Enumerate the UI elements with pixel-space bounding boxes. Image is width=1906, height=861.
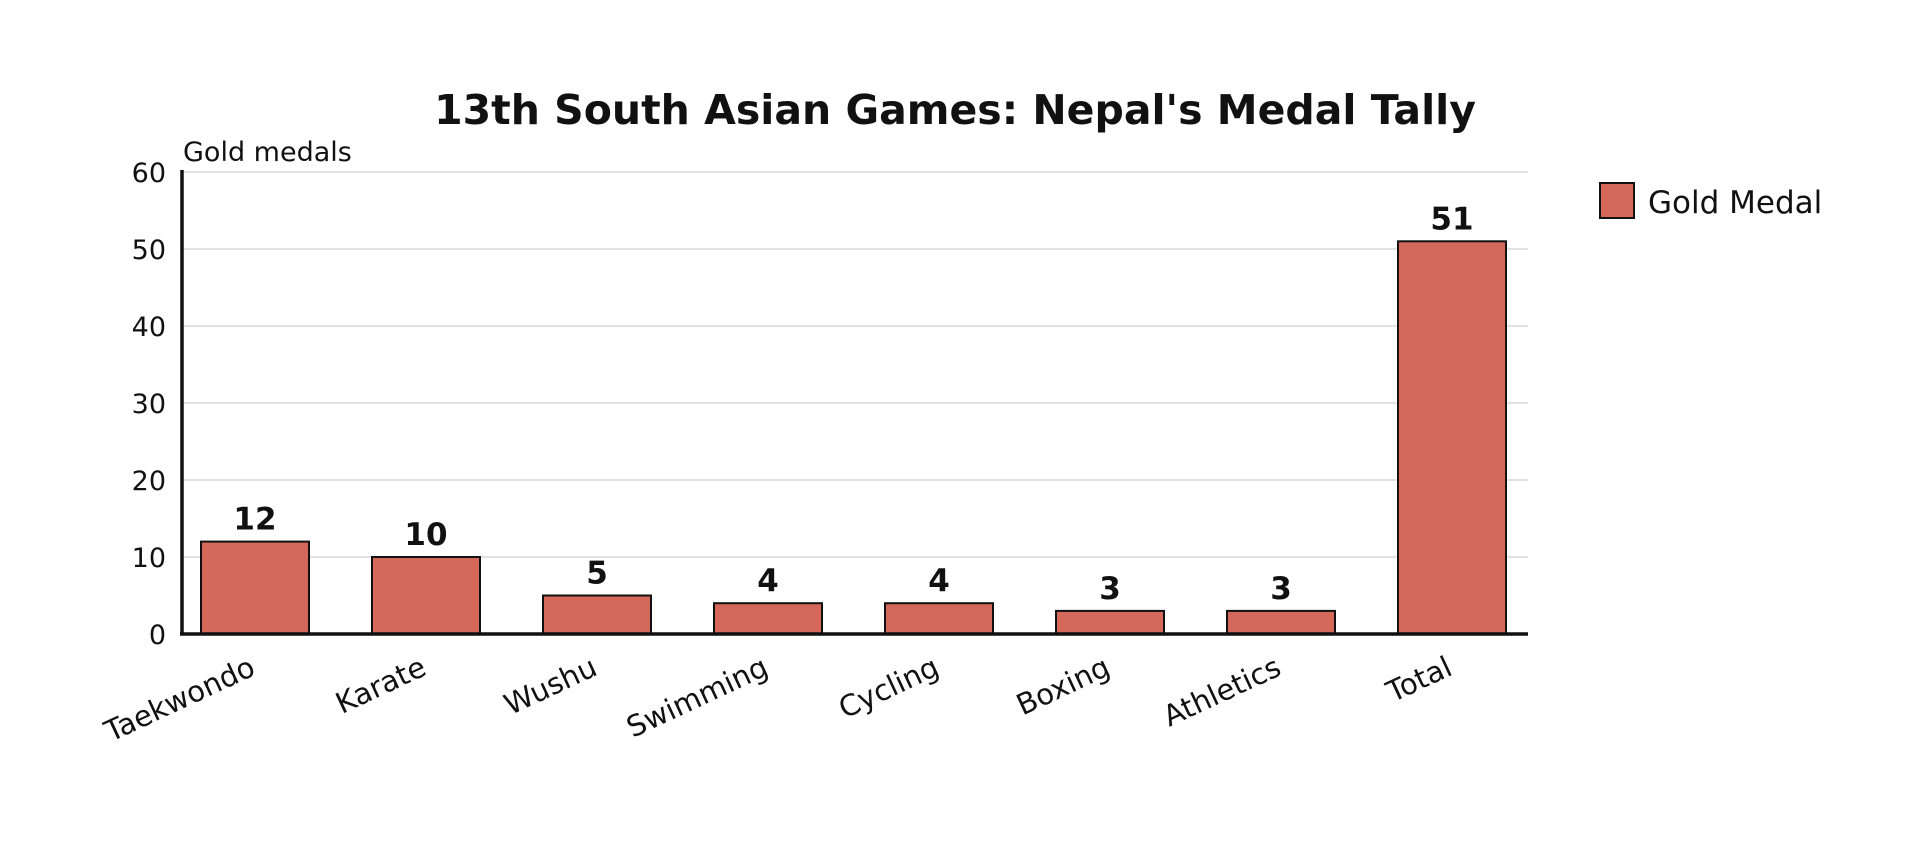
x-tick-label: Taekwondo xyxy=(98,650,259,749)
bar xyxy=(884,602,994,636)
data-label: 12 xyxy=(233,502,276,538)
data-label: 5 xyxy=(586,556,608,592)
x-tick-label: Cycling xyxy=(833,650,944,726)
y-tick-label: 60 xyxy=(132,158,166,189)
x-tick-label: Karate xyxy=(330,650,431,721)
data-label: 4 xyxy=(928,563,950,599)
y-tick-label: 10 xyxy=(132,543,166,574)
chart-title: 13th South Asian Games: Nepal's Medal Ta… xyxy=(434,86,1476,134)
y-axis-label: Gold medals xyxy=(183,137,352,168)
x-tick-label: Total xyxy=(1380,650,1457,710)
legend: Gold Medal xyxy=(1599,182,1822,221)
x-tick-label: Boxing xyxy=(1011,650,1115,723)
bar xyxy=(1226,609,1336,636)
y-tick-label: 30 xyxy=(132,389,166,420)
gridlines xyxy=(182,171,1528,558)
data-label: 4 xyxy=(757,563,779,599)
bar xyxy=(542,594,652,635)
y-tick-label: 50 xyxy=(132,235,166,266)
y-tick-label: 20 xyxy=(132,466,166,497)
x-axis-ticks: Taekwondo Karate Wushu Swimming Cycling Boxin… xyxy=(98,650,1456,749)
legend-swatch xyxy=(1599,182,1635,219)
data-label: 10 xyxy=(404,517,447,553)
bar xyxy=(1055,609,1165,636)
bar xyxy=(371,556,481,635)
data-label: 3 xyxy=(1099,571,1121,607)
value-labels: 12 10 5 4 4 3 3 51 xyxy=(233,201,1473,607)
x-tick-label: Swimming xyxy=(621,650,773,745)
y-tick-label: 0 xyxy=(149,620,166,651)
bars xyxy=(200,240,1507,636)
data-label: 3 xyxy=(1270,571,1292,607)
y-axis-ticks: 0 10 20 30 40 50 60 xyxy=(132,158,166,651)
bar xyxy=(713,602,823,636)
axes xyxy=(180,170,1528,636)
bar xyxy=(200,540,310,635)
legend-label: Gold Medal xyxy=(1648,185,1822,221)
data-label: 51 xyxy=(1430,201,1473,237)
x-tick-label: Athletics xyxy=(1158,650,1286,734)
bar xyxy=(1397,240,1507,636)
x-tick-label: Wushu xyxy=(499,650,602,722)
y-tick-label: 40 xyxy=(132,312,166,343)
